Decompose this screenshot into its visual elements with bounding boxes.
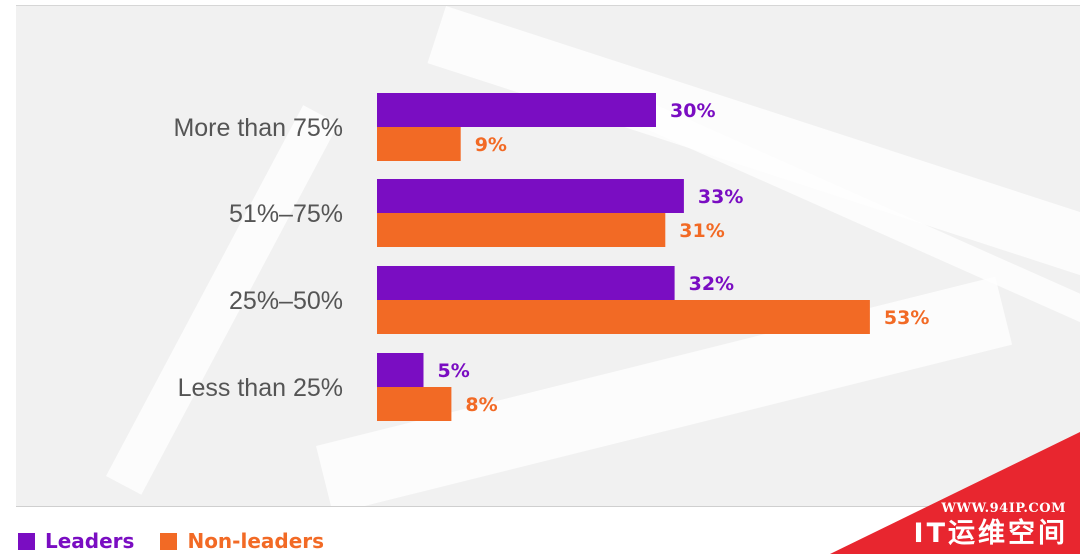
- data-label: 33%: [698, 186, 743, 208]
- bar-leaders: [377, 93, 656, 127]
- data-label: 32%: [689, 273, 734, 295]
- data-label: 8%: [465, 394, 497, 416]
- data-label: 30%: [670, 100, 715, 122]
- data-label: 53%: [884, 307, 929, 329]
- bar-leaders: [377, 266, 675, 300]
- bar-leaders: [377, 179, 684, 213]
- legend-label: Leaders: [45, 529, 135, 553]
- legend: Leaders Non-leaders: [18, 528, 350, 554]
- bar-chart: More than 75% 30% 9% 51%–75% 33% 31% 25%–50% 32…: [173, 93, 929, 421]
- legend-label: Non-leaders: [187, 529, 325, 553]
- data-label: 5%: [438, 360, 470, 382]
- bar-non-leaders: [377, 300, 870, 334]
- legend-item-non-leaders: Non-leaders: [160, 529, 324, 553]
- category-label: 51%–75%: [229, 200, 343, 228]
- watermark-url: WWW.94IP.COM: [941, 501, 1066, 516]
- legend-swatch: [160, 532, 178, 550]
- watermark-name: IT运维空间: [913, 518, 1068, 549]
- category-label: 25%–50%: [229, 287, 343, 315]
- bar-non-leaders: [377, 213, 666, 247]
- data-label: 31%: [679, 220, 724, 242]
- bar-non-leaders: [377, 387, 452, 421]
- bar-non-leaders: [377, 127, 461, 161]
- category-label: More than 75%: [173, 114, 343, 142]
- bar-leaders: [377, 353, 424, 387]
- legend-swatch: [18, 532, 35, 550]
- category-label: Less than 25%: [178, 374, 343, 402]
- chart-panel: [16, 5, 1080, 507]
- watermark-triangle: [830, 432, 1080, 554]
- legend-item-leaders: Leaders: [18, 529, 134, 553]
- data-label: 9%: [475, 134, 507, 156]
- watermark: WWW.94IP.COM IT运维空间: [830, 432, 1080, 554]
